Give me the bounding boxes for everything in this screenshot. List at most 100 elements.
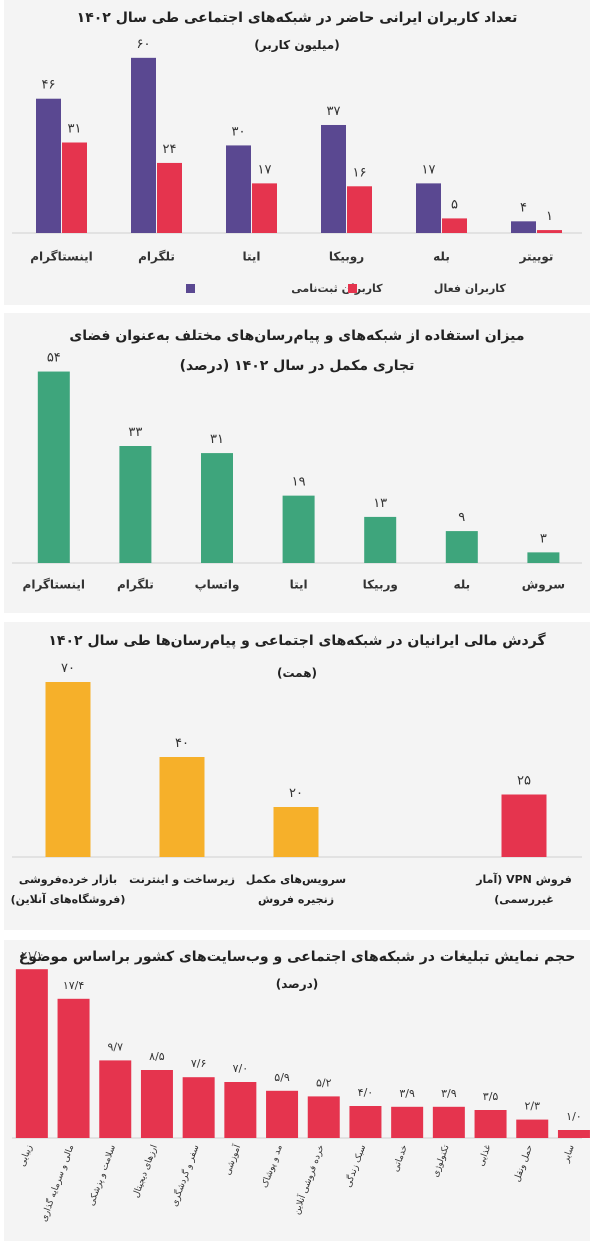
x-tick-label: حمل ونقل	[512, 1144, 535, 1184]
bar	[252, 183, 277, 233]
chart-title: حجم نمایش تبلیغات در شبکه‌های اجتماعی و …	[18, 949, 576, 965]
value-label: ۷۰	[61, 661, 75, 676]
x-tick-label: سایر	[561, 1144, 577, 1165]
bar	[445, 531, 478, 563]
x-tick-label: زیرساخت و اینترنت	[129, 873, 235, 886]
chart: ۷۰ ۴۰ ۲۰ ۲۵	[12, 661, 582, 858]
value-label: ۱۷	[258, 162, 272, 177]
value-label: ۲۱/۱	[21, 949, 42, 962]
value-label: ۷/۶	[191, 1057, 207, 1070]
value-label: ۶۰	[137, 37, 151, 52]
bar	[119, 446, 152, 563]
x-tick-label: زیبایی	[18, 1144, 35, 1168]
bar	[57, 998, 90, 1138]
chart-title: تعداد کاربران ایرانی حاضر در شبکه‌های اج…	[76, 10, 518, 26]
x-tick-label: بله	[433, 250, 450, 264]
chart-subtitle: (میلیون کاربر)	[254, 38, 340, 52]
legend-label: کاربران ثبت‌نامی	[291, 282, 383, 295]
value-label: ۲۴	[163, 142, 177, 157]
bar	[364, 516, 397, 563]
panel: گردش مالی ایرانیان در شبکه‌های اجتماعی و…	[4, 622, 590, 930]
x-tick-label: خرده فروشی آنلاین	[290, 1143, 326, 1216]
legend-swatch	[186, 284, 195, 293]
bar	[201, 453, 233, 563]
value-label: ۹/۷	[107, 1040, 123, 1053]
bar	[527, 552, 560, 563]
value-label: ۳۷	[327, 104, 341, 119]
x-tick-label: اینستاگرام	[30, 250, 92, 265]
x-tick-label: ایتا	[290, 578, 308, 592]
x-tick-label: سبک زندگی	[342, 1143, 369, 1189]
value-label: ۱۹	[292, 475, 306, 490]
chart: ۴۶ ۳۱ اینستاگرام ۶۰ ۲۴ تلگرام ۳۰ ۱۷ ایتا ۳۷ ۱۶ روبی…	[12, 37, 582, 295]
bar	[307, 1096, 340, 1138]
value-label: ۹	[458, 510, 465, 525]
value-label: ۳۰	[232, 124, 246, 139]
value-label: ۳۱	[68, 122, 82, 137]
chart: ۵۴ اینستاگرام ۳۳ تلگرام ۳۱ واتساپ ۱۹ ایتا ۱۳ وربی…	[12, 351, 582, 593]
value-label: ۱۷	[422, 162, 436, 177]
x-tick-label: ایتا	[242, 250, 260, 264]
value-label: ۳	[540, 531, 547, 546]
value-label: ۳۱	[210, 432, 224, 447]
bar	[182, 1077, 215, 1138]
x-tick-label: خدماتی	[391, 1144, 410, 1174]
chart-title: گردش مالی ایرانیان در شبکه‌های اجتماعی و…	[48, 633, 546, 649]
x-tick-label: سروش	[522, 578, 565, 593]
value-label: ۱۶	[353, 165, 367, 180]
x-tick-label: اینستاگرام	[23, 578, 85, 593]
bar	[347, 186, 372, 233]
value-label: ۴۰	[175, 736, 189, 751]
value-label: ۸/۵	[149, 1050, 165, 1063]
value-label: ۵۴	[47, 351, 61, 366]
value-label: ۲۵	[517, 774, 531, 789]
chart-title: میزان استفاده از شبکه‌های و پیام‌رسان‌ها…	[69, 328, 525, 374]
bar	[131, 57, 156, 233]
x-tick-label: وربیکا	[363, 578, 398, 593]
bar	[516, 1119, 549, 1138]
x-tick-label: سرویس‌های مکمل زنجیره فروش	[245, 873, 347, 906]
chart-subtitle: (درصد)	[275, 977, 319, 991]
value-label: ۴/۰	[358, 1086, 374, 1099]
x-tick-label: سلامت و پزشکی	[87, 1144, 118, 1208]
bar	[15, 969, 48, 1138]
bar	[321, 124, 346, 233]
bar	[226, 145, 251, 233]
bar	[273, 807, 319, 857]
x-tick-label: سفر و گردشگری	[168, 1143, 201, 1208]
panel: میزان استفاده از شبکه‌های و پیام‌رسان‌ها…	[4, 313, 590, 613]
value-label: ۳/۹	[441, 1087, 457, 1100]
bar	[99, 1060, 132, 1138]
legend-swatch	[348, 284, 357, 293]
bar	[349, 1106, 382, 1138]
value-label: ۲۰	[289, 786, 303, 801]
bar	[62, 142, 87, 233]
legend-label: کاربران فعال	[434, 282, 507, 295]
x-tick-label: ارزهای دیجیتال	[131, 1144, 159, 1200]
bar	[157, 162, 182, 233]
bar	[266, 1090, 299, 1138]
x-tick-label: بله	[453, 578, 470, 592]
bar	[474, 1110, 507, 1138]
bar	[45, 682, 91, 857]
value-label: ۵/۹	[274, 1071, 290, 1084]
bar	[159, 757, 205, 857]
value-label: ۱۷/۴	[63, 979, 85, 992]
x-tick-label: تکنولوژی	[431, 1143, 452, 1178]
bar	[511, 221, 536, 233]
value-label: ۵	[451, 197, 458, 212]
value-label: ۳/۵	[483, 1090, 499, 1103]
x-tick-label: فروش VPN (آمار غیررسمی)	[476, 873, 572, 906]
x-tick-label: مد و پوشاک	[259, 1143, 285, 1189]
panel: حجم نمایش تبلیغات در شبکه‌های اجتماعی و …	[4, 940, 590, 1241]
bar	[37, 371, 70, 563]
x-tick-label: آموزشی	[221, 1142, 243, 1176]
bar	[537, 230, 562, 233]
x-tick-label: بازار خرده‌فروشی (فروشگاه‌های آنلاین)	[10, 873, 126, 906]
value-label: ۱/۰	[566, 1110, 582, 1123]
bar	[224, 1082, 257, 1138]
chart: ۲۱/۱ زیبایی ۱۷/۴ مالی و سرمایه گذاری ۹/۷ سلام…	[12, 949, 590, 1223]
x-tick-label: غذایی	[476, 1143, 493, 1167]
value-label: ۱۳	[373, 496, 387, 511]
